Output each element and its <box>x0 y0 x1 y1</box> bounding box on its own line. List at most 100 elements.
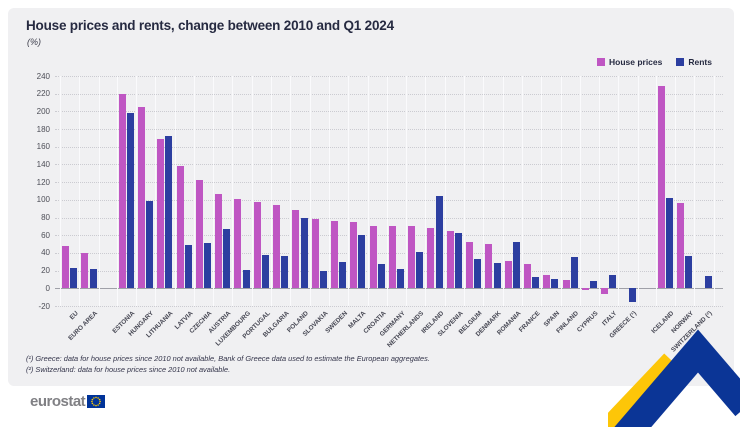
bar-rents-HUNGARY <box>146 200 154 289</box>
bar-house-prices-SLOVENIA <box>446 230 454 289</box>
eurostat-logo: eurostat <box>30 393 106 410</box>
x-axis-label: EU <box>68 310 80 322</box>
vertical-gridline <box>328 76 330 306</box>
bar-rents-BULGARIA <box>281 255 289 289</box>
bar-house-prices-POLAND <box>292 210 300 289</box>
bar-house-prices-GERMANY <box>388 226 396 289</box>
bar-house-prices-MALTA <box>350 221 358 289</box>
bar-house-prices-SLOVAKIA <box>311 219 319 289</box>
bar-rents-LATVIA <box>184 244 192 289</box>
bar-rents-CYPRUS <box>590 281 598 289</box>
bar-rents-NETHERLANDS <box>416 252 424 289</box>
vertical-gridline <box>464 76 465 306</box>
plot-area: EU EURO AREA ESTONIA HUNGARY LITHUANIA LATVIA… <box>55 76 723 354</box>
bar-rents-PORTUGAL <box>261 254 269 289</box>
gridline <box>55 93 723 95</box>
y-tick-label: 0 <box>45 283 50 293</box>
y-tick-label: 200 <box>36 106 50 116</box>
bar-rents-GERMANY <box>397 268 405 289</box>
bar-house-prices-LITHUANIA <box>157 138 165 289</box>
bar-rents-SWITZERLAND (²) <box>704 275 712 289</box>
y-tick-label: 80 <box>41 213 50 223</box>
bar-rents-SPAIN <box>551 279 559 289</box>
bar-rents-BELGIUM <box>474 259 482 289</box>
bar-rents-IRELAND <box>435 196 443 289</box>
vertical-gridline <box>444 76 446 306</box>
bar-house-prices-PORTUGAL <box>253 201 261 289</box>
y-tick-label: 60 <box>41 230 50 240</box>
vertical-gridline <box>502 76 504 306</box>
bar-house-prices-NORWAY <box>677 203 685 289</box>
footnote-greece: (¹) Greece: data for house prices since … <box>26 354 430 363</box>
vertical-gridline <box>193 76 195 306</box>
legend: House prices Rents <box>596 57 712 67</box>
bar-house-prices-HUNGARY <box>137 106 145 289</box>
vertical-gridline <box>232 76 234 306</box>
bar-rents-AUSTRIA <box>223 229 231 289</box>
vertical-gridline <box>713 76 715 306</box>
bar-house-prices-ROMANIA <box>504 260 512 289</box>
vertical-gridline <box>271 76 272 306</box>
bar-rents-LITHUANIA <box>165 136 173 289</box>
y-tick-label: 220 <box>36 89 50 99</box>
bar-house-prices-ESTONIA <box>118 93 126 289</box>
bar-rents-GREECE (¹) <box>628 288 636 303</box>
eurostat-logo-text: eurostat <box>30 393 86 410</box>
gridline <box>55 199 723 201</box>
bar-house-prices-SPAIN <box>543 275 551 289</box>
bar-rents-LUXEMBOURG <box>242 269 250 289</box>
bar-house-prices-EU <box>62 245 70 289</box>
vertical-gridline <box>386 76 388 306</box>
legend-label-house-prices: House prices <box>608 57 663 67</box>
vertical-gridline <box>213 76 215 306</box>
bar-house-prices-ICELAND <box>657 85 665 289</box>
bar-rents-EU <box>70 267 78 289</box>
bar-house-prices-NETHERLANDS <box>408 226 416 289</box>
bar-house-prices-EURO AREA <box>81 252 89 289</box>
bar-rents-ICELAND <box>665 198 673 289</box>
bar-rents-ESTONIA <box>126 113 134 289</box>
y-tick-label: -20 <box>38 301 50 311</box>
y-tick-label: 180 <box>36 124 50 134</box>
vertical-gridline <box>425 76 427 306</box>
bar-house-prices-BULGARIA <box>273 205 281 289</box>
bar-house-prices-DENMARK <box>485 244 493 289</box>
bar-house-prices-IRELAND <box>427 228 435 289</box>
bar-rents-SLOVENIA <box>454 233 462 289</box>
vertical-gridline <box>348 76 350 306</box>
vertical-gridline <box>367 76 369 306</box>
bar-house-prices-BELGIUM <box>466 242 474 289</box>
bar-house-prices-LATVIA <box>176 166 184 289</box>
vertical-gridline <box>599 76 601 306</box>
gridline <box>55 129 723 131</box>
gridline <box>55 306 723 307</box>
vertical-gridline <box>116 76 118 306</box>
bar-house-prices-FINLAND <box>562 280 570 289</box>
legend-item-house-prices: House prices <box>596 57 663 67</box>
legend-swatch-house-prices-icon <box>596 58 605 66</box>
gridline <box>55 164 723 166</box>
bar-house-prices-CZECHIA <box>195 179 203 289</box>
chart-unit-label: (%) <box>27 37 41 47</box>
vertical-gridline <box>521 76 523 306</box>
bar-rents-EURO AREA <box>89 268 97 289</box>
x-axis-label: ITALY <box>601 310 619 328</box>
y-axis: -20 0 20 40 60 80 100 120 140 160 180 200 220 240 <box>20 72 50 311</box>
gridline <box>55 146 723 148</box>
vertical-gridline <box>618 76 620 306</box>
vertical-gridline <box>483 76 485 306</box>
vertical-gridline <box>79 76 81 306</box>
bar-rents-DENMARK <box>493 262 501 289</box>
bar-rents-SWEDEN <box>339 261 347 289</box>
gridline <box>55 182 723 184</box>
y-tick-label: 100 <box>36 195 50 205</box>
gridline <box>55 217 723 219</box>
y-tick-label: 120 <box>36 177 50 187</box>
vertical-gridline <box>579 76 581 306</box>
vertical-gridline <box>560 76 562 306</box>
bar-house-prices-CYPRUS <box>581 288 589 291</box>
y-tick-label: 140 <box>36 159 50 169</box>
bar-rents-ROMANIA <box>512 242 520 289</box>
bar-rents-SLOVAKIA <box>319 270 327 289</box>
vertical-gridline <box>541 76 543 306</box>
